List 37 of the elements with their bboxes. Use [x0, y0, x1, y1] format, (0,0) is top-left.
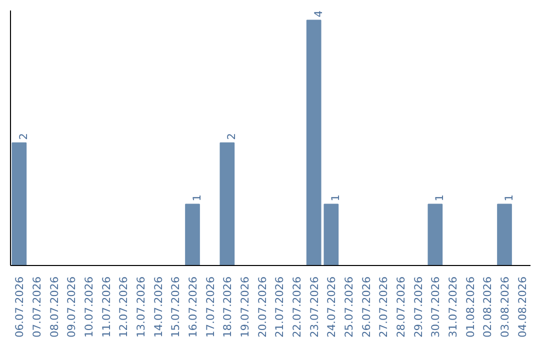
data-label: 1	[502, 194, 516, 202]
data-label: 2	[17, 133, 30, 140]
x-tick-label: 08.07.2026	[48, 276, 61, 338]
x-tick-label: 02.08.2026	[481, 276, 494, 338]
data-label: 1	[190, 194, 204, 202]
x-tick-label: 24.07.2026	[325, 276, 338, 338]
x-tick-label: 01.08.2026	[464, 276, 477, 338]
x-tick-label: 10.07.2026	[82, 276, 96, 338]
x-tick-label: 15.07.2026	[169, 276, 182, 338]
data-label: 1	[329, 194, 342, 202]
x-tick-label: 06.07.2026	[13, 276, 26, 338]
x-tick-label: 16.07.2026	[186, 276, 200, 338]
x-tick-label: 25.07.2026	[342, 276, 356, 338]
x-tick-label: 09.07.2026	[65, 276, 78, 338]
x-tick-label: 30.07.2026	[429, 276, 442, 338]
x-tick-label: 22.07.2026	[290, 276, 304, 338]
x-tick-label: 29.07.2026	[412, 276, 425, 338]
data-label: 4	[312, 10, 325, 18]
x-tick-label: 18.07.2026	[221, 276, 234, 338]
x-tick-label: 26.07.2026	[360, 276, 373, 338]
x-tick-label: 31.07.2026	[446, 276, 460, 338]
x-tick-label: 21.07.2026	[273, 276, 286, 338]
x-tick-label: 20.07.2026	[256, 276, 269, 338]
x-tick-label: 17.07.2026	[204, 276, 217, 338]
x-tick-label: 13.07.2026	[134, 276, 148, 338]
x-tick-label: 04.08.2026	[516, 276, 529, 338]
x-tick-label: 28.07.2026	[394, 276, 408, 338]
data-label: 2	[225, 133, 238, 140]
x-tick-label: 14.07.2026	[152, 276, 165, 338]
x-tick-label: 12.07.2026	[117, 276, 130, 338]
x-tick-label: 07.07.2026	[30, 276, 44, 338]
x-tick-label: 03.08.2026	[498, 276, 512, 338]
x-tick-label: 23.07.2026	[308, 276, 321, 338]
data-label: 1	[433, 194, 446, 202]
x-tick-label: 19.07.2026	[238, 276, 252, 338]
x-tick-label: 27.07.2026	[377, 276, 390, 338]
x-tick-label: 11.07.2026	[100, 276, 113, 338]
